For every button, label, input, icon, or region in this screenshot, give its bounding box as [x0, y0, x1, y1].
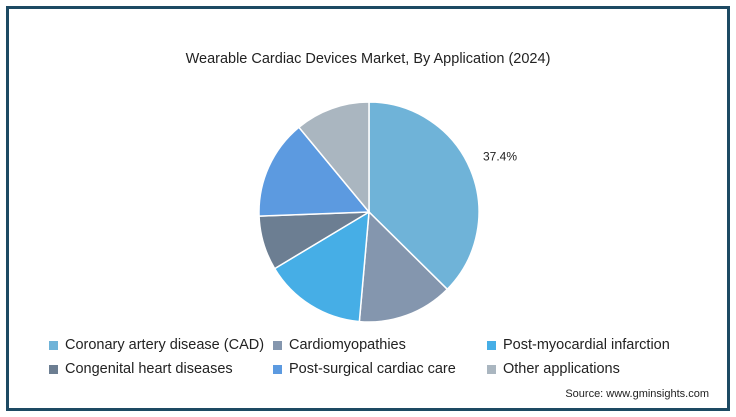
- legend-label-other: Other applications: [503, 361, 620, 377]
- chart-legend: Coronary artery disease (CAD) Cardiomyop…: [49, 337, 709, 377]
- legend-swatch-other: [487, 364, 496, 374]
- legend-item-congenital: Congenital heart diseases: [49, 361, 273, 377]
- pie-slice-other: [297, 101, 370, 215]
- legend-swatch-congenital: [49, 364, 58, 374]
- legend-label-congenital: Congenital heart diseases: [65, 361, 233, 377]
- legend-item-post-surgical: Post-surgical cardiac care: [273, 361, 487, 377]
- pie-slice-cad: [368, 101, 480, 291]
- legend-item-cardiomyopathies: Cardiomyopathies: [273, 337, 487, 353]
- legend-label-post-surgical: Post-surgical cardiac care: [289, 361, 456, 377]
- legend-swatch-post-mi: [487, 340, 496, 350]
- legend-item-post-mi: Post-myocardial infarction: [487, 337, 709, 353]
- pie-slice-post-mi: [273, 210, 370, 323]
- legend-swatch-cad: [49, 340, 58, 350]
- chart-title: Wearable Cardiac Devices Market, By Appl…: [185, 51, 551, 67]
- legend-swatch-cardiomyopathies: [273, 340, 282, 350]
- legend-label-cardiomyopathies: Cardiomyopathies: [289, 337, 406, 353]
- data-label-cad: 37.4%: [483, 149, 517, 163]
- source-note: Source: www.gminsights.com: [565, 388, 709, 400]
- pie-slice-post-surgical: [258, 126, 371, 217]
- legend-swatch-post-surgical: [273, 364, 282, 374]
- pie-slice-cardiomyopathies: [358, 210, 449, 323]
- legend-label-post-mi: Post-myocardial infarction: [503, 337, 670, 353]
- legend-item-cad: Coronary artery disease (CAD): [49, 337, 273, 353]
- legend-item-other: Other applications: [487, 361, 709, 377]
- legend-label-cad: Coronary artery disease (CAD): [65, 337, 265, 353]
- chart-frame: Wearable Cardiac Devices Market, By Appl…: [6, 6, 730, 411]
- pie-chart: 37.4%: [258, 101, 517, 323]
